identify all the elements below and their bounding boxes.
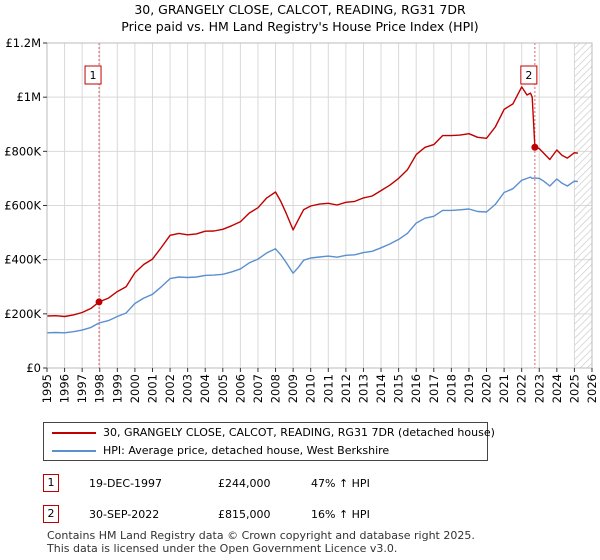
annotation-price-1: £244,000 xyxy=(218,477,271,490)
x-tick-label: 1995 xyxy=(40,374,54,403)
x-tick-label: 2005 xyxy=(216,374,230,403)
legend-label-property: 30, GRANGELY CLOSE, CALCOT, READING, RG3… xyxy=(103,426,495,439)
footer: Contains HM Land Registry data © Crown c… xyxy=(47,529,475,555)
x-tick-label: 2025 xyxy=(567,374,581,403)
sale-point xyxy=(95,298,103,306)
sale-point xyxy=(531,143,539,151)
x-tick-label: 2004 xyxy=(198,374,212,403)
x-tick-label: 2022 xyxy=(515,374,529,403)
x-tick-label: 2010 xyxy=(304,374,318,403)
y-tick-label: £600K xyxy=(4,199,41,213)
annotation-marker-1: 1 xyxy=(43,474,59,492)
x-tick-label: 2017 xyxy=(427,374,441,403)
future-hatch-area xyxy=(574,43,592,368)
legend-label-hpi: HPI: Average price, detached house, West… xyxy=(103,444,390,457)
x-tick-label: 2008 xyxy=(269,374,283,403)
x-tick-label: 2009 xyxy=(286,374,300,403)
legend-swatch-property xyxy=(52,432,96,434)
series-lines xyxy=(46,86,579,334)
annotation-box xyxy=(520,65,538,85)
x-tick-label: 2011 xyxy=(321,374,335,403)
x-tick-label: 2018 xyxy=(444,374,458,403)
x-tick-label: 2002 xyxy=(163,374,177,403)
y-tick-label: £200K xyxy=(4,307,41,321)
footer-license: This data is licensed under the Open Gov… xyxy=(47,542,398,555)
footer-copyright: Contains HM Land Registry data © Crown c… xyxy=(47,529,475,542)
annotation-label: 2 xyxy=(525,69,532,82)
y-tick-label: £1M xyxy=(16,90,41,104)
x-tick-label: 2006 xyxy=(233,374,247,403)
x-tick-label: 2026 xyxy=(585,374,599,403)
annotation-marker-2: 2 xyxy=(43,505,59,523)
legend-swatch-hpi xyxy=(52,450,96,452)
annotation-hpi-1: 47% ↑ HPI xyxy=(311,477,370,490)
x-tick-label: 2015 xyxy=(392,374,406,403)
x-tick-label: 1999 xyxy=(110,374,124,403)
x-tick-label: 1998 xyxy=(93,374,107,403)
annotation-hpi-2: 16% ↑ HPI xyxy=(311,508,370,521)
x-tick-label: 1997 xyxy=(75,374,89,403)
x-tick-label: 2021 xyxy=(497,374,511,403)
x-tick-label: 2019 xyxy=(462,374,476,403)
annotation-box xyxy=(84,65,102,85)
x-tick-label: 2003 xyxy=(181,374,195,403)
x-tick-label: 2016 xyxy=(409,374,423,403)
series-line xyxy=(46,86,578,318)
chart-title: 30, GRANGELY CLOSE, CALCOT, READING, RG3… xyxy=(134,2,466,17)
annotation-price-2: £815,000 xyxy=(218,508,271,521)
x-tick-label: 2024 xyxy=(550,374,564,403)
annotation-label: 1 xyxy=(90,69,97,82)
x-tick-label: 2023 xyxy=(532,374,546,403)
x-tick-label: 2014 xyxy=(374,374,388,403)
x-tick-label: 2000 xyxy=(128,374,142,403)
chart-subtitle: Price paid vs. HM Land Registry's House … xyxy=(121,19,479,34)
grid xyxy=(46,42,593,369)
future-hatch xyxy=(574,43,592,368)
x-tick-label: 2013 xyxy=(356,374,370,403)
x-tick-label: 2001 xyxy=(145,374,159,403)
y-tick-label: £1.2M xyxy=(5,36,41,50)
annotation-date-1: 19-DEC-1997 xyxy=(89,477,163,490)
y-tick-label: £0 xyxy=(26,361,41,375)
legend: 30, GRANGELY CLOSE, CALCOT, READING, RG3… xyxy=(43,422,495,461)
y-tick-label: £400K xyxy=(4,253,41,267)
x-tick-label: 2007 xyxy=(251,374,265,403)
y-tick-label: £800K xyxy=(4,144,41,158)
annotation-date-2: 30-SEP-2022 xyxy=(89,508,160,521)
sale-points xyxy=(95,143,539,306)
x-tick-label: 2012 xyxy=(339,374,353,403)
x-tick-label: 2020 xyxy=(480,374,494,403)
x-tick-label: 1996 xyxy=(58,374,72,403)
series-line xyxy=(46,176,579,334)
